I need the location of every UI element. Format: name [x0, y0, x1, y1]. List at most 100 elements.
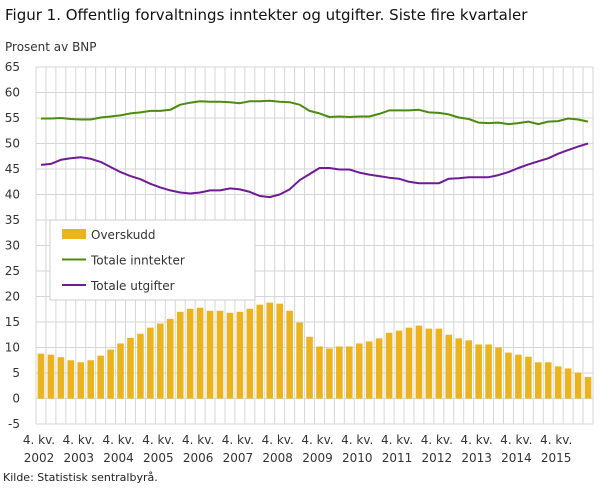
y-tick-label: 50 — [5, 137, 20, 151]
chart-title: Figur 1. Offentlig forvaltnings inntekte… — [5, 6, 528, 24]
bar-overskudd — [425, 328, 433, 399]
bar-overskudd — [544, 362, 552, 399]
x-tick-quarter-label: 4. kv. — [23, 433, 55, 447]
x-tick-quarter-label: 4. kv. — [421, 433, 453, 447]
y-tick-label: 30 — [5, 239, 20, 253]
x-tick-year-label: 2008 — [262, 451, 293, 465]
bar-overskudd — [355, 343, 363, 399]
bar-overskudd — [216, 310, 224, 399]
x-tick-year-label: 2006 — [183, 451, 214, 465]
bar-overskudd — [495, 347, 502, 399]
x-tick-year-label: 2003 — [63, 451, 94, 465]
bar-overskudd — [196, 307, 204, 399]
bar-overskudd — [147, 327, 154, 399]
y-tick-label: 45 — [5, 162, 20, 176]
x-tick-quarter-label: 4. kv. — [102, 433, 134, 447]
legend: Overskudd Totale inntekter Totale utgifter — [49, 219, 256, 301]
bar-overskudd — [485, 344, 492, 399]
x-tick-quarter-label: 4. kv. — [63, 433, 95, 447]
bar-overskudd — [176, 311, 184, 399]
bar-overskudd — [127, 337, 134, 399]
x-tick-quarter-label: 4. kv. — [262, 433, 294, 447]
bar-overskudd — [346, 346, 353, 399]
bar-overskudd — [47, 354, 55, 399]
bar-overskudd — [117, 343, 124, 399]
bar-overskudd — [77, 362, 85, 399]
source-note: Kilde: Statistisk sentralbyrå. — [3, 471, 158, 484]
bar-overskudd — [385, 332, 393, 399]
x-tick-quarter-label: 4. kv. — [500, 433, 532, 447]
y-tick-label: -5 — [8, 417, 20, 431]
bar-overskudd — [405, 327, 413, 399]
bar-overskudd — [137, 333, 144, 399]
x-tick-quarter-label: 4. kv. — [540, 433, 572, 447]
y-tick-label: 40 — [5, 188, 20, 202]
bar-overskudd — [166, 318, 174, 399]
bar-overskudd — [107, 349, 114, 399]
y-tick-label: 35 — [5, 213, 20, 227]
bar-overskudd — [316, 346, 323, 399]
bar-overskudd — [435, 328, 443, 399]
x-tick-quarter-label: 4. kv. — [381, 433, 413, 447]
bar-overskudd — [455, 338, 463, 399]
legend-label: Totale inntekter — [90, 254, 185, 268]
bar-overskudd — [37, 353, 45, 399]
bar-overskudd — [206, 310, 214, 399]
bar-overskudd — [276, 303, 283, 399]
x-tick-year-label: 2012 — [422, 451, 453, 465]
x-tick-quarter-label: 4. kv. — [222, 433, 254, 447]
x-tick-year-label: 2013 — [461, 451, 492, 465]
x-tick-quarter-label: 4. kv. — [461, 433, 493, 447]
y-tick-label: 0 — [12, 392, 20, 406]
bar-overskudd — [375, 338, 383, 399]
bar-overskudd — [266, 302, 274, 399]
x-tick-year-label: 2002 — [24, 451, 55, 465]
line-totale-utgifter — [40, 142, 589, 199]
bar-overskudd — [186, 308, 194, 399]
y-tick-label: 65 — [5, 60, 20, 74]
bar-overskudd — [365, 341, 373, 399]
bar-overskudd — [157, 323, 164, 399]
x-tick-year-label: 2007 — [223, 451, 254, 465]
bar-overskudd — [87, 360, 95, 399]
bar-overskudd — [515, 354, 522, 399]
x-tick-year-label: 2015 — [541, 451, 572, 465]
line-totale-inntekter — [41, 99, 589, 126]
x-tick-year-label: 2005 — [143, 451, 174, 465]
bar-overskudd — [395, 330, 403, 399]
bar-overskudd — [534, 362, 542, 399]
bar-overskudd — [246, 308, 254, 399]
bar-overskudd — [554, 366, 562, 399]
bar-overskudd — [306, 336, 313, 399]
bar-overskudd — [286, 310, 293, 399]
x-tick-year-label: 2014 — [501, 451, 532, 465]
y-tick-label: 5 — [12, 366, 20, 380]
legend-label: Overskudd — [91, 228, 156, 242]
bar-overskudd — [475, 344, 482, 399]
bar-overskudd — [584, 377, 592, 399]
x-tick-year-label: 2010 — [342, 451, 373, 465]
bar-overskudd — [296, 322, 303, 399]
bar-overskudd — [226, 312, 234, 399]
bar-overskudd — [256, 304, 264, 399]
bar-overskudd — [415, 325, 423, 399]
bar-overskudd — [525, 356, 532, 399]
legend-swatch-overskudd — [62, 229, 86, 239]
y-tick-label: 25 — [5, 264, 20, 278]
x-tick-year-label: 2011 — [382, 451, 413, 465]
bar-overskudd — [336, 346, 343, 399]
bar-overskudd — [57, 357, 65, 399]
x-tick-year-label: 2009 — [302, 451, 333, 465]
y-tick-label: 55 — [5, 111, 20, 125]
bar-overskudd — [465, 340, 472, 399]
legend-label: Totale utgifter — [90, 279, 175, 293]
bar-overskudd — [564, 368, 572, 399]
bar-overskudd — [505, 352, 512, 399]
bar-overskudd — [574, 372, 582, 399]
bar-overskudd — [97, 355, 104, 399]
y-tick-label: 60 — [5, 86, 20, 100]
bar-overskudd — [326, 348, 333, 399]
bar-overskudd — [67, 360, 75, 399]
y-axis-label: Prosent av BNP — [5, 40, 97, 54]
